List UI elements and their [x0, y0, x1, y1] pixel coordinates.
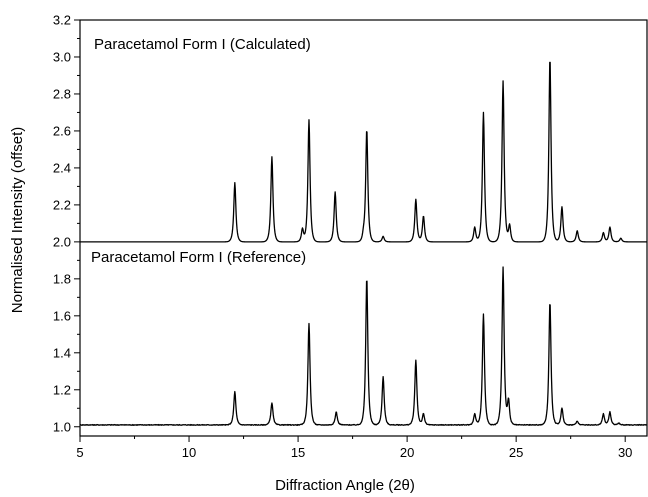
x-tick-label: 15: [291, 445, 305, 460]
annotation-calculated: Paracetamol Form I (Calculated): [94, 36, 311, 53]
x-axis-title: Diffraction Angle (2θ): [275, 477, 415, 494]
y-tick-label: 2.6: [53, 123, 71, 138]
y-tick-label: 1.0: [53, 419, 71, 434]
y-tick-label: 1.4: [53, 345, 71, 360]
y-axis-title: Normalised Intensity (offset): [9, 127, 26, 313]
y-tick-label: 1.2: [53, 382, 71, 397]
y-tick-label: 2.4: [53, 160, 71, 175]
plot-area: [79, 19, 648, 437]
y-tick-label: 2.8: [53, 86, 71, 101]
y-tick-label: 2.0: [53, 234, 71, 249]
plot-frame: [79, 19, 648, 437]
y-tick-label: 3.0: [53, 49, 71, 64]
x-tick-label: 20: [400, 445, 414, 460]
x-tick-label: 30: [618, 445, 632, 460]
series-line: [79, 61, 648, 243]
x-tick-label: 10: [182, 445, 196, 460]
annotation-reference: Paracetamol Form I (Reference): [91, 249, 306, 266]
x-tick-label: 5: [76, 445, 83, 460]
series-line: [79, 266, 648, 426]
x-tick-label: 25: [509, 445, 523, 460]
y-tick-label: 1.6: [53, 308, 71, 323]
y-tick-label: 2.2: [53, 197, 71, 212]
y-tick-label: 1.8: [53, 271, 71, 286]
y-axis-ticks: 1.0 1.2 1.4 1.6 1.8 2.0 2.2 2.4 2.6 2.8 3.0 3.2: [53, 13, 80, 434]
y-tick-label: 3.2: [53, 13, 71, 28]
series-layer: [79, 61, 648, 426]
x-axis-ticks: 5 10 15 20 25 30: [76, 436, 632, 460]
